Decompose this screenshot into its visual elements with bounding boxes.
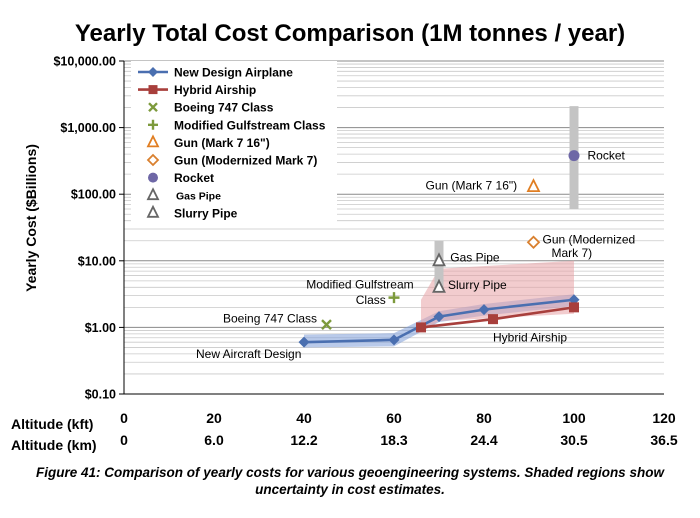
legend-marker [148, 119, 158, 130]
data-point [321, 319, 332, 330]
legend-marker [146, 204, 160, 218]
y-axis-label: Yearly Cost ($Billions) [23, 144, 39, 292]
annotation-label: Gun (Modernized [543, 232, 636, 246]
y-tick-label: $0.10 [85, 388, 116, 402]
legend-marker [146, 153, 160, 167]
annotation-label: Boeing 747 Class [223, 312, 317, 326]
data-point [388, 334, 400, 346]
annotation-label: Modified Gulfstream [306, 278, 413, 292]
legend-entry-label: Gas Pipe [176, 191, 221, 203]
y-tick-label: $1,000.00 [60, 121, 116, 135]
legend-marker [148, 102, 158, 113]
x-tick-label: 20 [206, 410, 222, 426]
data-point [432, 252, 446, 267]
annotation-label: Mark 7) [552, 246, 593, 260]
legend-entry-label: Gun (Modernized Mark 7) [174, 154, 317, 168]
x2-tick-label: 18.3 [380, 432, 407, 448]
x-tick-label: 80 [476, 410, 492, 426]
annotation-label: Rocket [588, 149, 626, 163]
annotation-label: Gun (Mark 7 16") [426, 179, 518, 193]
x2-tick-label: 30.5 [560, 432, 587, 448]
legend-entry-label: New Design Airplane [174, 66, 293, 80]
y-tick-label: $10,000.00 [53, 55, 116, 69]
x2-tick-label: 0 [120, 432, 128, 448]
legend-entry-label: Boeing 747 Class [174, 101, 274, 115]
x-tick-label: 40 [296, 410, 312, 426]
caption-line-1: Figure 41: Comparison of yearly costs fo… [36, 465, 664, 480]
x-tick-label: 0 [120, 410, 128, 426]
legend-marker [146, 187, 160, 201]
x-tick-label: 60 [386, 410, 402, 426]
data-point [433, 311, 445, 323]
x-axis-label: Altitude (kft) [11, 416, 93, 432]
data-point [526, 178, 541, 193]
legend-marker [148, 67, 158, 77]
legend-entry-label: Modified Gulfstream Class [174, 118, 326, 132]
axes: $10,000.00 $1,000.00 $100.00 $10.00 $1.00 $0.… [53, 55, 677, 449]
y-tick-label: $100.00 [71, 188, 116, 202]
x2-tick-label: 6.0 [204, 432, 224, 448]
data-point [488, 314, 498, 325]
caption-line-2: uncertainty in cost estimates. [255, 482, 445, 497]
legend-entry-label: Hybrid Airship [174, 83, 256, 97]
x2-tick-label: 12.2 [290, 432, 317, 448]
data-point [526, 235, 541, 250]
data-point [388, 292, 400, 304]
legend-entry-label: Gun (Mark 7 16") [174, 136, 270, 150]
legend-box [131, 61, 337, 222]
x-tick-label: 100 [562, 410, 586, 426]
data-point [568, 150, 580, 162]
figure-caption: Figure 41: Comparison of yearly costs fo… [6, 464, 694, 498]
legend-entry-label: Slurry Pipe [174, 206, 238, 220]
data-series [298, 150, 580, 348]
annotation-label: Hybrid Airship [493, 331, 567, 345]
chart-title: Yearly Total Cost Comparison (1M tonnes … [75, 20, 625, 47]
annotations: Rocket Gun (Mark 7 16") Gun (ModernizedMar… [196, 149, 635, 361]
legend-entry-label: Rocket [174, 171, 214, 185]
annotation-label: New Aircraft Design [196, 347, 301, 361]
legend: New Design Airplane Hybrid Airship Boeing … [131, 61, 337, 222]
data-point [569, 302, 579, 313]
x-axis-km-label: Altitude (km) [11, 437, 97, 453]
data-point [298, 336, 310, 348]
y-tick-label: $1.00 [85, 321, 116, 335]
data-point [416, 322, 426, 333]
annotation-label: Gas Pipe [450, 251, 500, 265]
legend-marker [148, 172, 158, 183]
x-tick-label: 120 [652, 410, 676, 426]
y-tick-label: $10.00 [78, 254, 116, 268]
annotation-label: Slurry Pipe [448, 278, 507, 292]
legend-marker [146, 134, 160, 148]
data-point [432, 278, 446, 293]
annotation-label: Class [356, 293, 386, 307]
legend-marker [148, 85, 158, 95]
x2-tick-label: 24.4 [470, 432, 497, 448]
x2-tick-label: 36.5 [650, 432, 677, 448]
data-point [478, 304, 490, 316]
